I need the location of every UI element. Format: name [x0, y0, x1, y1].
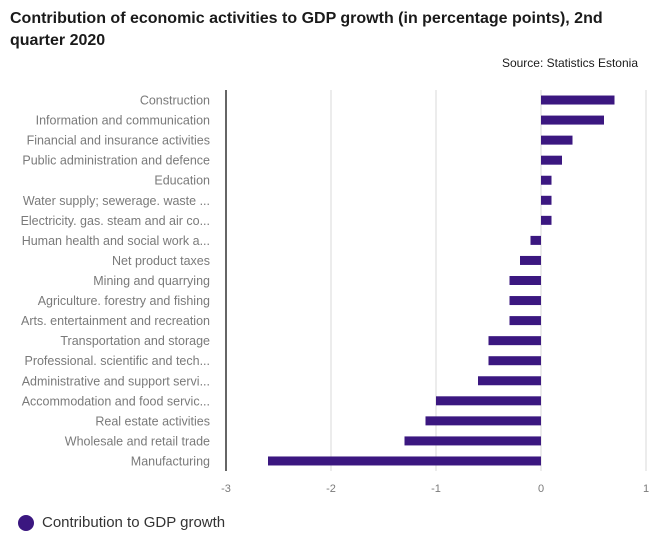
bar [541, 95, 615, 105]
category-label: Manufacturing [131, 454, 210, 468]
category-label: Accommodation and food servic... [22, 394, 210, 408]
bar [488, 336, 541, 346]
category-label: Water supply; sewerage. waste ... [23, 194, 210, 208]
x-tick-label: -3 [221, 483, 231, 495]
x-tick-label: -1 [431, 483, 441, 495]
bar [268, 456, 541, 466]
category-label: Education [154, 174, 210, 188]
bar [509, 276, 541, 285]
legend-label: Contribution to GDP growth [42, 514, 226, 531]
x-tick-label: 0 [538, 483, 544, 495]
category-labels: Construction Information and communicatio… [21, 94, 210, 469]
legend: Contribution to GDP growth [18, 514, 225, 531]
bar [520, 255, 541, 265]
category-label: Administrative and support servi... [22, 374, 210, 388]
bar [541, 175, 552, 185]
x-tick-label: -2 [326, 483, 336, 495]
category-label: Public administration and defence [22, 154, 210, 168]
bar [436, 396, 541, 406]
x-axis-ticks: -3 -2 -1 0 1 [221, 483, 649, 495]
bar [404, 436, 541, 446]
bar [541, 215, 552, 225]
bar [478, 376, 541, 386]
x-tick-label: 1 [643, 483, 649, 495]
bar [541, 135, 573, 145]
bar [541, 155, 562, 165]
category-label: Information and communication [36, 114, 210, 128]
category-label: Financial and insurance activities [27, 134, 210, 148]
bar [541, 115, 604, 125]
source-note: Source: Statistics Estonia [501, 56, 638, 70]
category-label: Wholesale and retail trade [65, 434, 210, 448]
bars [268, 95, 615, 466]
bar [425, 416, 541, 426]
category-label: Electricity. gas. steam and air co... [21, 214, 210, 228]
category-label: Construction [140, 94, 210, 108]
chart-title: Contribution of economic activities to G… [10, 10, 603, 49]
bar [541, 195, 552, 205]
category-label: Arts. entertainment and recreation [21, 314, 210, 328]
category-label: Professional. scientific and tech... [24, 354, 210, 368]
category-label: Agriculture. forestry and fishing [38, 294, 210, 308]
bar [509, 316, 541, 326]
bar [509, 296, 541, 306]
category-label: Real estate activities [95, 414, 210, 428]
bar [530, 235, 541, 245]
category-label: Mining and quarrying [93, 274, 210, 288]
bar [488, 356, 541, 366]
category-label: Transportation and storage [60, 334, 210, 348]
gridlines [330, 90, 647, 471]
legend-swatch [18, 514, 34, 531]
category-label: Net product taxes [112, 254, 210, 268]
category-label: Human health and social work a... [22, 234, 210, 248]
